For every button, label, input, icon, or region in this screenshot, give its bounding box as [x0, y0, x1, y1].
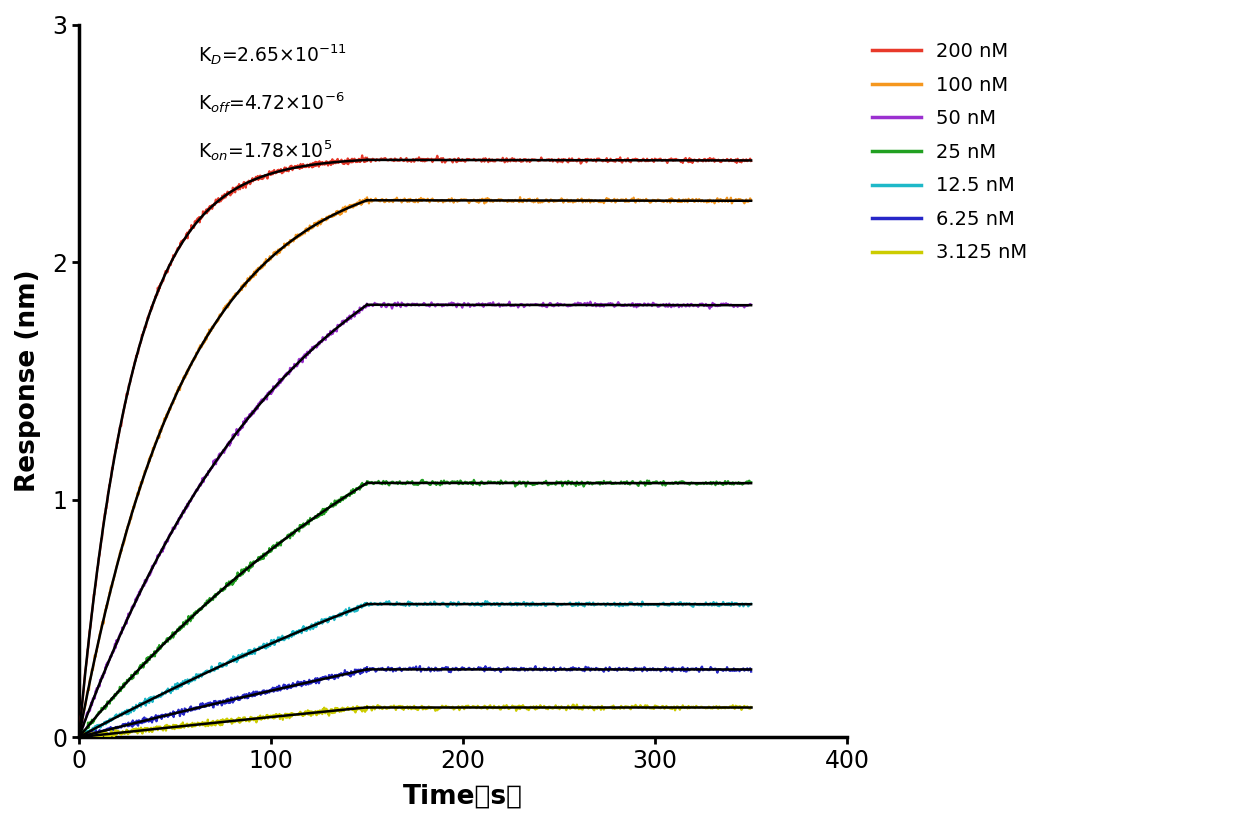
Legend: 200 nM, 100 nM, 50 nM, 25 nM, 12.5 nM, 6.25 nM, 3.125 nM: 200 nM, 100 nM, 50 nM, 25 nM, 12.5 nM, 6…: [864, 34, 1035, 271]
Text: K$_{off}$=4.72×10$^{-6}$: K$_{off}$=4.72×10$^{-6}$: [198, 90, 344, 115]
Text: K$_{on}$=1.78×10$^{5}$: K$_{on}$=1.78×10$^{5}$: [198, 138, 332, 163]
Text: K$_{D}$=2.65×10$^{-11}$: K$_{D}$=2.65×10$^{-11}$: [198, 42, 347, 67]
Y-axis label: Response (nm): Response (nm): [15, 270, 41, 492]
X-axis label: Time（s）: Time（s）: [404, 784, 522, 810]
